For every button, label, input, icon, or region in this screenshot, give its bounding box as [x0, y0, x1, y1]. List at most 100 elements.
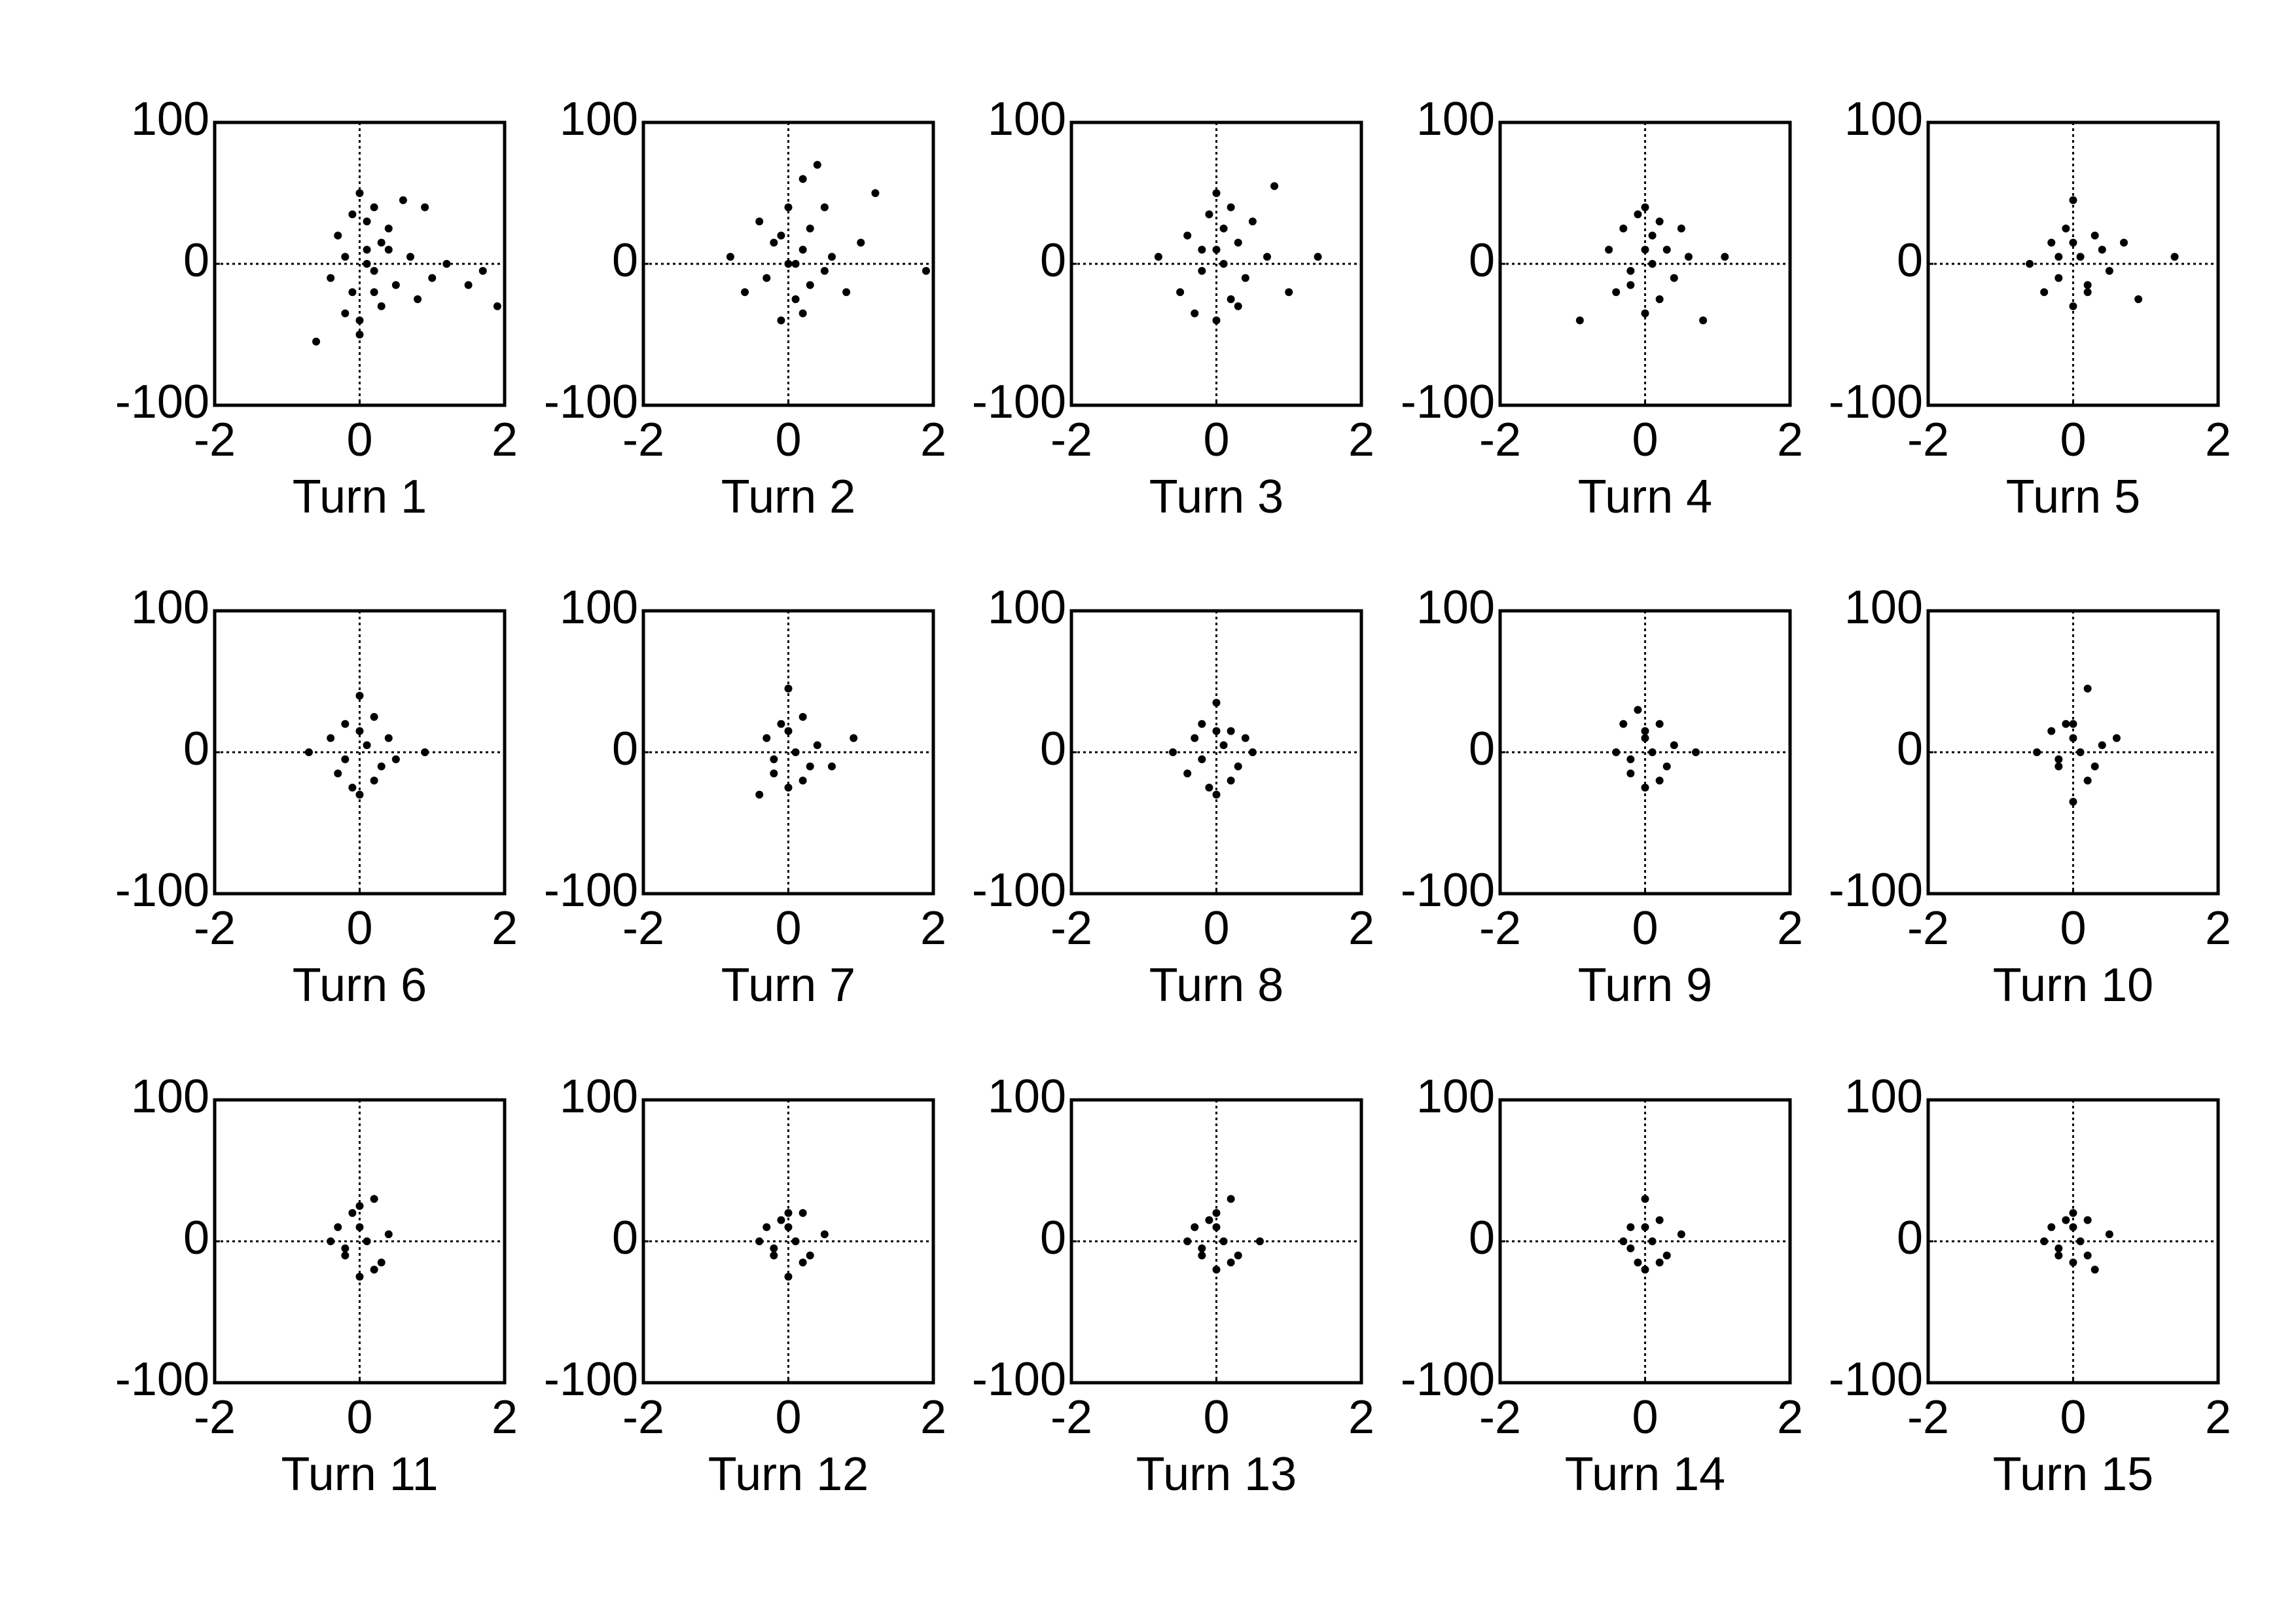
- point: [399, 196, 407, 204]
- point: [363, 246, 371, 254]
- point: [2062, 720, 2070, 728]
- point: [1183, 1237, 1192, 1245]
- point: [384, 734, 393, 742]
- y-tick-label: 100: [560, 581, 638, 634]
- point: [493, 302, 501, 310]
- point: [341, 309, 350, 318]
- point: [355, 727, 364, 735]
- y-tick-label: 100: [560, 1070, 638, 1123]
- point: [2040, 288, 2049, 297]
- point: [1619, 720, 1628, 728]
- point: [791, 1237, 800, 1245]
- point: [2090, 231, 2099, 240]
- y-tick-label: -100: [972, 1353, 1066, 1406]
- point: [1662, 1251, 1671, 1260]
- x-axis-label: Turn 13: [1136, 1448, 1297, 1501]
- point: [2054, 755, 2063, 763]
- point: [1212, 316, 1221, 325]
- x-tick-label: 0: [2060, 414, 2086, 466]
- x-tick-label: 2: [492, 902, 518, 955]
- point: [2062, 225, 2070, 232]
- point: [784, 727, 793, 735]
- point: [813, 741, 821, 750]
- point: [384, 225, 393, 232]
- point: [1227, 203, 1235, 211]
- point: [327, 274, 335, 282]
- y-tick-label: 0: [1040, 234, 1066, 287]
- point: [370, 288, 378, 297]
- point: [798, 776, 807, 785]
- point: [1198, 1251, 1206, 1260]
- point: [1198, 1244, 1206, 1252]
- point: [1619, 1237, 1628, 1245]
- point: [791, 295, 800, 303]
- point: [1655, 1216, 1664, 1224]
- point: [1234, 238, 1242, 247]
- point: [813, 160, 821, 169]
- y-tick-label: 100: [1844, 581, 1923, 634]
- x-tick-label: 0: [1203, 902, 1229, 955]
- point: [806, 1251, 814, 1260]
- point: [1670, 741, 1678, 750]
- point: [2069, 720, 2077, 728]
- point: [850, 734, 858, 742]
- y-tick-label: 100: [131, 1070, 209, 1123]
- point: [1626, 266, 1635, 275]
- point: [1227, 1258, 1235, 1267]
- point: [1198, 246, 1206, 254]
- y-tick-label: 100: [1844, 1070, 1923, 1123]
- point: [798, 309, 807, 318]
- x-axis-label: Turn 2: [721, 471, 855, 523]
- x-tick-label: 0: [346, 1391, 372, 1444]
- point: [1212, 699, 1221, 707]
- point: [478, 266, 487, 275]
- point: [798, 1258, 807, 1267]
- point: [820, 203, 829, 211]
- point: [1648, 231, 1657, 240]
- x-tick-label: 2: [1777, 414, 1803, 466]
- point: [784, 1223, 793, 1231]
- point: [2069, 1223, 2077, 1231]
- point: [784, 1209, 793, 1217]
- point: [428, 274, 437, 282]
- y-tick-label: 0: [1040, 723, 1066, 775]
- point: [798, 246, 807, 254]
- y-tick-label: 0: [183, 234, 209, 287]
- point: [341, 1251, 350, 1260]
- point: [377, 1258, 386, 1267]
- point: [1655, 295, 1664, 303]
- point: [1241, 734, 1249, 742]
- x-tick-label: 0: [2060, 902, 2086, 955]
- point: [1699, 316, 1708, 325]
- point: [1612, 748, 1621, 756]
- point: [1641, 1223, 1649, 1231]
- point: [348, 1209, 357, 1217]
- point: [1626, 769, 1635, 778]
- point: [370, 266, 378, 275]
- y-tick-label: -100: [115, 864, 209, 917]
- point: [384, 1230, 393, 1239]
- point: [1183, 769, 1192, 778]
- point: [770, 1251, 778, 1260]
- x-tick-label: -2: [1050, 1391, 1092, 1444]
- point: [1662, 246, 1671, 254]
- point: [1641, 734, 1649, 742]
- x-tick-label: -2: [194, 902, 236, 955]
- point: [363, 260, 371, 268]
- point: [1285, 288, 1293, 297]
- x-tick-label: -2: [1479, 1391, 1521, 1444]
- point: [2105, 1230, 2113, 1239]
- point: [755, 1237, 764, 1245]
- point: [791, 748, 800, 756]
- point: [1205, 784, 1213, 792]
- y-tick-label: -100: [1829, 376, 1923, 428]
- x-tick-label: 0: [775, 414, 801, 466]
- point: [341, 720, 350, 728]
- y-tick-label: 0: [612, 723, 638, 775]
- point: [777, 316, 785, 325]
- x-tick-label: 2: [1777, 902, 1803, 955]
- point: [1263, 253, 1272, 261]
- point: [1641, 1195, 1649, 1203]
- x-tick-label: -2: [1050, 414, 1092, 466]
- point: [1655, 1258, 1664, 1267]
